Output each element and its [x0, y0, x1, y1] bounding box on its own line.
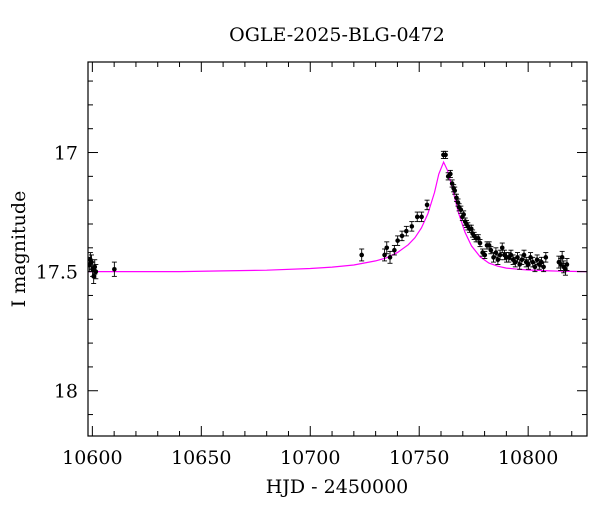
chart-title: OGLE-2025-BLG-0472	[229, 24, 445, 46]
model-curve	[88, 160, 587, 273]
data-point	[488, 246, 494, 255]
y-tick-label: 17.5	[36, 262, 78, 284]
data-point	[387, 250, 393, 264]
data-point	[91, 268, 97, 284]
data-point	[514, 252, 520, 263]
data-point	[497, 249, 503, 261]
axis-ticks: 10600 10650 10700 10750 10800 17 17.5 18	[36, 62, 587, 469]
x-tick-label: 10750	[389, 447, 449, 469]
data-point	[399, 230, 405, 242]
data-point	[395, 235, 401, 246]
x-tick-label: 10650	[171, 447, 231, 469]
data-point	[443, 150, 449, 159]
data-point	[541, 261, 547, 273]
data-point	[409, 221, 415, 232]
data-point	[482, 250, 488, 259]
data-point	[359, 248, 365, 262]
data-point	[414, 211, 420, 223]
plot-frame	[87, 61, 588, 437]
y-tick-label: 18	[54, 381, 78, 403]
data-point	[461, 210, 467, 219]
x-tick-label: 10800	[498, 447, 558, 469]
data-point	[111, 261, 117, 277]
data-point	[391, 244, 397, 256]
data-point	[477, 239, 483, 248]
data-point	[564, 258, 570, 271]
x-tick-label: 10600	[62, 447, 122, 469]
data-point	[403, 225, 409, 237]
data-point	[447, 169, 453, 178]
data-point	[419, 211, 425, 223]
data-point	[499, 242, 505, 254]
data-point	[543, 252, 549, 263]
data-point	[525, 259, 531, 270]
y-tick-label: 17	[54, 143, 78, 165]
data-point	[532, 261, 538, 273]
data-point	[521, 249, 527, 261]
y-axis-label: I magnitude	[8, 191, 30, 308]
plot-area	[88, 150, 587, 284]
x-tick-label: 10700	[280, 447, 340, 469]
x-axis-label: HJD - 2450000	[266, 476, 409, 498]
data-point	[384, 241, 390, 255]
data-point	[424, 199, 430, 211]
